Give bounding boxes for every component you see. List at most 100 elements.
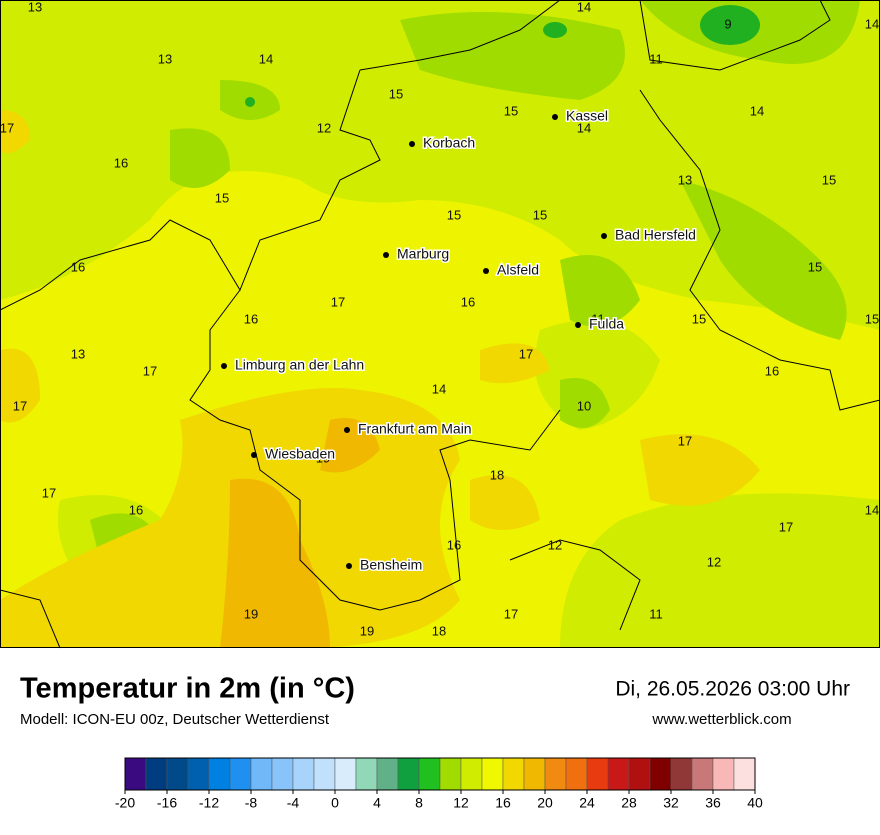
temperature-label: 17 <box>331 294 345 309</box>
temperature-label: 15 <box>504 103 518 118</box>
city-label: Frankfurt am Main <box>358 421 472 437</box>
colorbar-bin <box>313 757 336 791</box>
colorbar-tick-label: 24 <box>579 795 595 811</box>
colorbar-tick-label: 28 <box>621 795 637 811</box>
temperature-label: 11 <box>649 51 663 66</box>
temperature-label: 15 <box>533 207 547 222</box>
colorbar-bin <box>502 757 525 791</box>
colorbar-bin <box>481 757 504 791</box>
city-label: Wiesbaden <box>265 446 335 462</box>
colorbar-frame <box>124 757 756 791</box>
temperature-label: 15 <box>215 190 229 205</box>
colorbar-bin <box>691 757 714 791</box>
temperature-label: 17 <box>678 433 692 448</box>
temperature-label: 17 <box>13 398 27 413</box>
colorbar-bin <box>418 757 441 791</box>
temperature-label: 19 <box>316 450 330 465</box>
temperature-label: 15 <box>865 311 879 326</box>
city-label: Fulda <box>589 316 624 332</box>
temperature-label: 13 <box>71 346 85 361</box>
city-dot <box>409 141 415 147</box>
field-orange <box>220 418 380 648</box>
colorbar-bin <box>187 757 210 791</box>
colorbar-bin <box>712 757 735 791</box>
colorbar-bin <box>628 757 651 791</box>
colorbar-bin <box>649 757 672 791</box>
temperature-labels: 13 14 9 14 13 14 11 15 15 14 14 17 12 16 13 15 15 15 15 16 1… <box>0 0 879 638</box>
map <box>0 0 880 649</box>
colorbar-bin <box>565 757 588 791</box>
colorbar-bin <box>355 757 378 791</box>
title: Temperatur in 2m (in °C) <box>20 673 355 705</box>
colorbar-bin <box>460 757 483 791</box>
city-label: Limburg an der Lahn <box>235 357 364 373</box>
city-label: Marburg <box>397 246 449 262</box>
temperature-label: 12 <box>317 120 331 135</box>
temperature-label: 17 <box>519 346 533 361</box>
colorbar-bin <box>733 757 756 791</box>
temperature-label: 14 <box>259 51 273 66</box>
colorbar-tick-label: -12 <box>199 795 219 811</box>
colorbar-tick-label: 40 <box>747 795 763 811</box>
colorbar-tick-label: 32 <box>663 795 679 811</box>
city-dot <box>601 233 607 239</box>
colorbar-bin <box>439 757 462 791</box>
temperature-label: 10 <box>577 398 591 413</box>
temperature-label: 15 <box>808 259 822 274</box>
city-dot <box>575 322 581 328</box>
city-label: Alsfeld <box>497 262 539 278</box>
temperature-label: 16 <box>244 311 258 326</box>
temperature-label: 14 <box>750 103 764 118</box>
temperature-label: 9 <box>724 16 731 31</box>
temperature-label: 17 <box>779 519 793 534</box>
colorbar-tick-label: 0 <box>331 795 339 811</box>
city-dot <box>346 563 352 569</box>
colorbar-tick-label: 20 <box>537 795 553 811</box>
city-label: Bensheim <box>360 557 422 573</box>
temperature-label: 16 <box>114 155 128 170</box>
temperature-label: 17 <box>0 120 14 135</box>
temperature-label: 13 <box>678 172 692 187</box>
colorbar-bin <box>145 757 168 791</box>
temperature-label: 12 <box>548 537 562 552</box>
temperature-label: 15 <box>389 86 403 101</box>
cities: Kassel Korbach Marburg Alsfeld Bad Hersfeld F… <box>221 106 697 574</box>
subtitle: Modell: ICON-EU 00z, Deutscher Wetterdie… <box>20 711 330 728</box>
temperature-label: 16 <box>765 363 779 378</box>
colorbar-tick-label: 8 <box>415 795 423 811</box>
city-dot <box>383 252 389 258</box>
city-label: Korbach <box>423 135 475 151</box>
temperature-label: 18 <box>490 467 504 482</box>
colorbar: -20 -16 -12 -8 -4 0 4 8 12 16 20 24 28 32 36 40 <box>115 757 763 811</box>
colorbar-bin <box>229 757 252 791</box>
temperature-label: 13 <box>28 0 42 14</box>
city-dot <box>552 114 558 120</box>
colorbar-tick-label: -4 <box>287 795 300 811</box>
colorbar-bin <box>523 757 546 791</box>
colorbar-tick-label: 12 <box>453 795 469 811</box>
colorbar-bin <box>208 757 231 791</box>
colorbar-bin <box>607 757 630 791</box>
colorbar-bin <box>586 757 609 791</box>
colorbar-tick-label: 36 <box>705 795 721 811</box>
colorbar-bin <box>166 757 189 791</box>
colorbar-bin <box>544 757 567 791</box>
temperature-label: 14 <box>865 502 879 517</box>
temperature-label: 14 <box>577 0 591 14</box>
city-dot <box>483 268 489 274</box>
date: Di, 26.05.2026 03:00 Uhr <box>615 678 850 701</box>
website: www.wetterblick.com <box>651 711 791 728</box>
borders <box>0 0 880 649</box>
colorbar-bin <box>670 757 693 791</box>
city-dot <box>344 427 350 433</box>
temperature-label: 16 <box>461 294 475 309</box>
city-label: Bad Hersfeld <box>615 227 696 243</box>
temperature-label: 11 <box>649 606 663 621</box>
colorbar-tick-label: 4 <box>373 795 381 811</box>
temperature-label: 12 <box>707 554 721 569</box>
colorbar-bin <box>334 757 357 791</box>
temperature-label: 19 <box>360 623 374 638</box>
colorbar-bin <box>250 757 273 791</box>
